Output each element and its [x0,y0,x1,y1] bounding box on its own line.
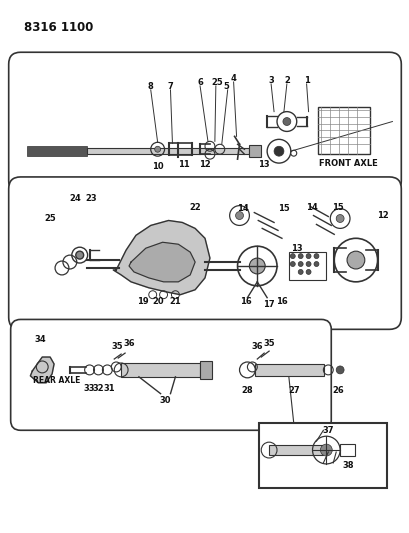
Bar [288,252,326,280]
Text: 12: 12 [376,211,387,220]
Circle shape [154,146,160,152]
Circle shape [313,262,318,266]
Circle shape [306,270,310,274]
Text: 35: 35 [111,342,123,351]
Text: 34: 34 [34,335,46,344]
Circle shape [282,118,290,125]
Bar [200,361,211,379]
Text: 38: 38 [342,462,353,471]
Text: 26: 26 [331,386,343,395]
Text: 22: 22 [189,203,200,212]
Text: 27: 27 [287,386,299,395]
Text: 14: 14 [236,204,248,213]
Text: 32: 32 [92,384,104,393]
Text: FRONT AXLE: FRONT AXLE [318,159,377,167]
Text: 11: 11 [178,159,190,168]
Bar [255,364,324,376]
Circle shape [290,150,296,156]
Text: 15: 15 [331,203,343,212]
Text: 16: 16 [275,297,287,306]
Circle shape [249,258,265,274]
Polygon shape [30,357,54,383]
Text: 37: 37 [322,426,333,435]
Circle shape [235,212,243,220]
Bar [318,107,369,154]
Circle shape [290,254,294,259]
Text: 12: 12 [199,159,210,168]
Text: 5: 5 [223,83,229,91]
Text: 31: 31 [103,384,115,393]
Text: 16: 16 [239,297,251,306]
Text: 35: 35 [263,338,274,348]
Circle shape [313,254,318,259]
FancyBboxPatch shape [9,52,400,193]
Text: 20: 20 [153,297,164,306]
Text: 33: 33 [83,384,95,393]
FancyBboxPatch shape [9,177,400,329]
Text: 8: 8 [148,83,153,91]
Text: 21: 21 [169,297,181,306]
Circle shape [319,444,331,456]
Bar [268,445,323,455]
Text: REAR AXLE: REAR AXLE [33,376,81,385]
Bar [249,146,261,157]
Text: 14: 14 [305,203,317,212]
Text: 19: 19 [137,297,148,306]
Circle shape [306,254,310,259]
Circle shape [297,270,302,274]
Circle shape [335,366,343,374]
Bar [258,423,387,488]
Circle shape [290,262,294,266]
Polygon shape [129,243,195,282]
Text: 25: 25 [44,214,56,223]
Circle shape [335,215,343,222]
Text: 23: 23 [85,194,97,203]
Bar [339,444,354,456]
Bar [86,148,249,154]
Circle shape [273,146,283,156]
Text: 6: 6 [197,78,202,87]
FancyBboxPatch shape [11,319,330,430]
Text: 15: 15 [277,204,289,213]
Bar [121,363,200,377]
Text: 7: 7 [167,83,173,91]
Text: 1: 1 [303,76,309,85]
Circle shape [297,262,302,266]
Text: 10: 10 [151,161,163,171]
Text: 2: 2 [283,76,289,85]
Polygon shape [113,221,209,295]
Circle shape [346,251,364,269]
Text: 4: 4 [230,75,236,84]
Text: 28: 28 [241,386,253,395]
Bar [27,146,86,156]
Text: 8316 1100: 8316 1100 [25,21,94,34]
Circle shape [76,251,83,259]
Text: 36: 36 [123,338,135,348]
Text: 13: 13 [290,244,302,253]
Text: 25: 25 [211,78,222,87]
Text: 13: 13 [258,159,270,168]
Text: 36: 36 [251,342,263,351]
Text: 30: 30 [160,396,171,405]
Text: 24: 24 [69,194,81,203]
Text: 3: 3 [267,76,273,85]
Text: 17: 17 [263,300,274,309]
Circle shape [297,254,302,259]
Circle shape [306,262,310,266]
